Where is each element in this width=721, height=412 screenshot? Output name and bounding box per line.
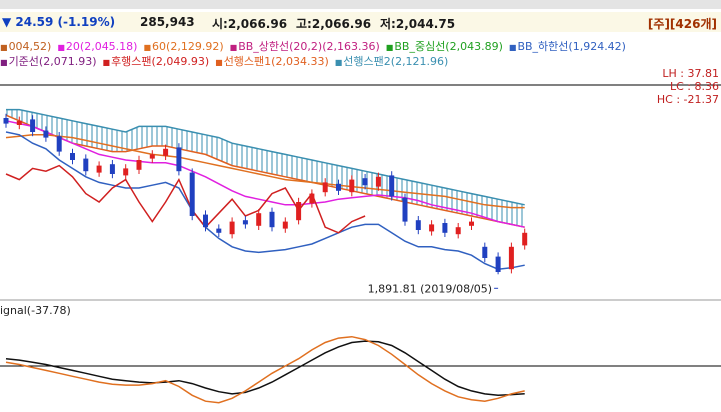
candle-body [522, 232, 528, 246]
candle-body [123, 168, 129, 176]
candle-body [149, 154, 155, 159]
open: 시:2,066.96 [212, 17, 288, 31]
candle-body [56, 136, 62, 152]
legend-item: BB_하한선(1,924.42) [509, 40, 626, 53]
candle-body [83, 158, 89, 172]
indicator-line [5, 340, 525, 397]
indicator-line [5, 120, 525, 228]
candle-body [30, 119, 36, 132]
legend-item: 기준선(2,071.93) [0, 55, 97, 68]
candle-body [109, 164, 115, 174]
candle-body [269, 211, 275, 228]
candle-body [442, 223, 448, 233]
indicator-line [5, 335, 525, 404]
candle-body [203, 214, 208, 228]
candle-body [256, 213, 262, 226]
legend-row: 기준선(2,071.93) 후행스팬(2,049.93) 선행스팬1(2,034.3… [0, 53, 454, 69]
legend-item: 선행스팬1(2,034.33) [215, 55, 329, 68]
toolbar [0, 0, 721, 9]
candle-body [362, 178, 368, 186]
low: 저:2,044.75 [380, 17, 456, 31]
annotation: 1,891.81 (2019/08/05) [368, 282, 492, 295]
cloud-edge [6, 108, 525, 206]
candle-body [242, 220, 248, 225]
count: [주][426개] [647, 17, 717, 31]
header-bar [0, 12, 721, 32]
candle-body [3, 118, 9, 124]
side-label: LH : 37.81 [662, 67, 719, 80]
candle-body [469, 221, 474, 226]
candle-body [70, 153, 75, 160]
candle-body [216, 228, 222, 233]
candle-body [336, 183, 341, 191]
candle-body [43, 130, 49, 138]
indicator-line [5, 134, 525, 209]
side-label: HC : -21.37 [656, 93, 719, 106]
legend-item: BB_상한선(20,2)(2,163.36) [230, 40, 380, 53]
volume: 285,943 [140, 15, 195, 29]
candle-body [482, 246, 488, 258]
candle-body [282, 221, 288, 229]
indicator-line [5, 131, 525, 270]
candle-body [96, 165, 102, 173]
candle-body [495, 256, 501, 272]
candle-body [389, 175, 395, 197]
candle-body [415, 220, 421, 230]
cloud [6, 109, 525, 228]
candle-body [429, 224, 435, 232]
legend-item: BB_중심선(2,043.89) [386, 40, 503, 53]
indicator-line [5, 164, 366, 234]
legend-item: 60(2,129.92) [143, 40, 223, 53]
candle-body [229, 221, 235, 235]
side-label: LC : 8.36 [669, 80, 719, 93]
candle-body [136, 160, 142, 170]
change: ▼ 24.59 (-1.19%) [2, 15, 116, 29]
legend-item: 후행스팬(2,049.93) [103, 55, 210, 68]
candle-body [322, 182, 328, 193]
candle-body [176, 147, 182, 172]
legend-item: 004,52) [0, 40, 51, 53]
legend-item: 20(2,045.18) [57, 40, 137, 53]
candle-body [16, 120, 22, 125]
candle-body [309, 193, 315, 204]
legend-item: 선행스팬2(2,121.96) [335, 55, 449, 68]
header: ▼ 24.59 (-1.19%) 285,943 시:2,066.96 고:2,… [0, 13, 721, 31]
cloud-edge [5, 114, 525, 228]
legend-row: 004,52) 20(2,045.18) 60(2,129.92) BB_상한선(20… [0, 38, 632, 54]
candle-body [508, 246, 514, 270]
candle-body [349, 179, 355, 193]
high: 고:2,066.96 [296, 17, 372, 31]
candle-body [189, 172, 195, 216]
candle-body [402, 197, 408, 222]
candle-body [375, 176, 381, 187]
candle-body [455, 227, 461, 235]
candle-body [163, 148, 169, 156]
candle-body [296, 202, 302, 221]
panel-title: ignal(-37.78) [0, 304, 71, 317]
